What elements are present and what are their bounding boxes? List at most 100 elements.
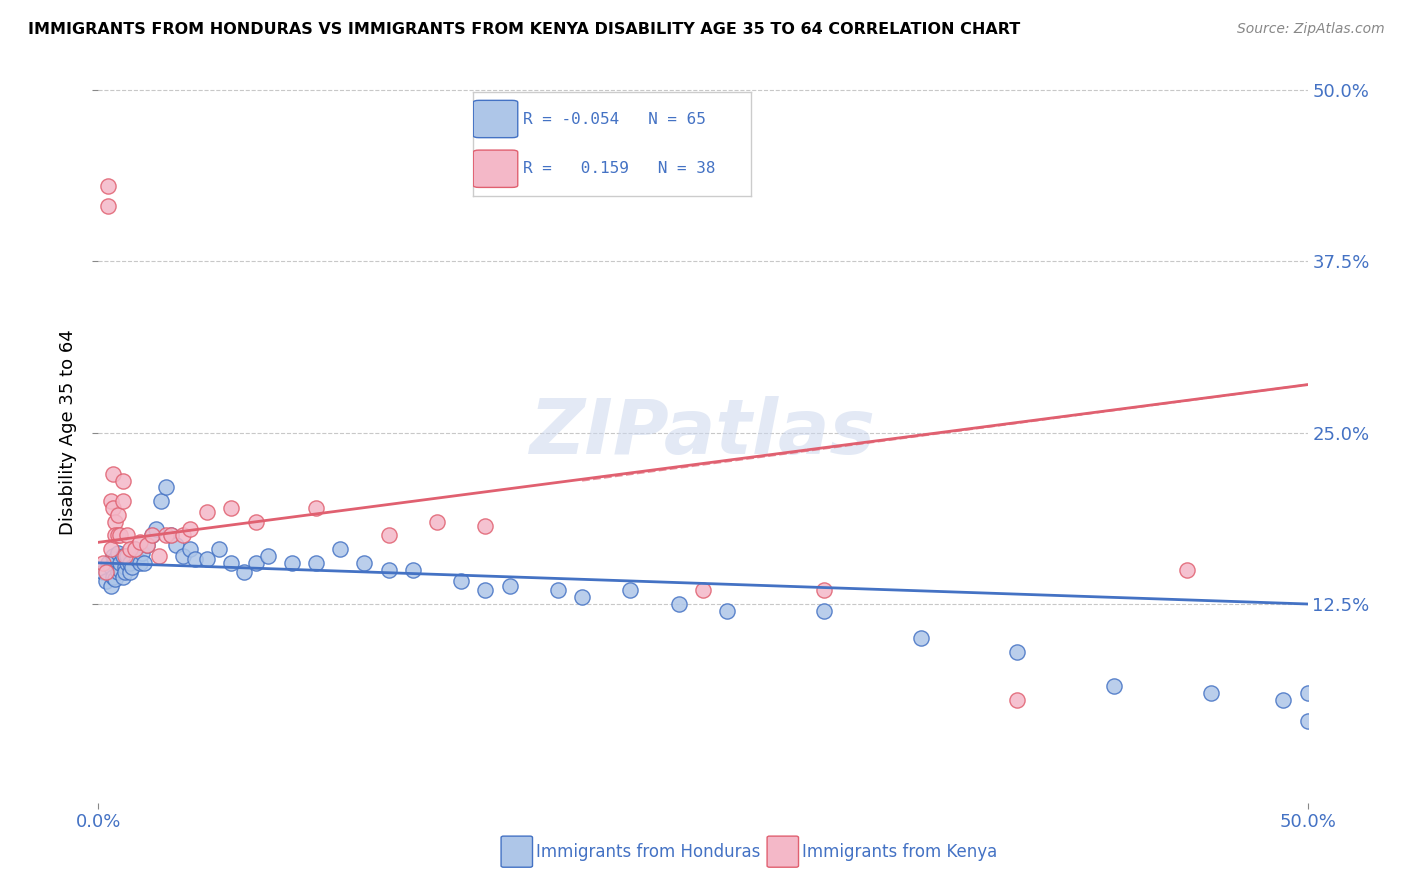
Point (692, 583, 714, 598)
Point (145, 522, 167, 536)
Point (91, 566, 114, 580)
Point (97, 199, 120, 213)
Point (128, 535, 150, 549)
Point (160, 528, 183, 542)
Point (117, 549, 139, 563)
Point (91, 556, 114, 570)
Point (108, 563, 131, 577)
Point (179, 522, 201, 536)
Point (100, 494, 122, 508)
Point (111, 549, 134, 563)
FancyBboxPatch shape (768, 836, 799, 867)
Point (281, 556, 304, 570)
Point (100, 579, 122, 593)
Point (141, 528, 163, 542)
Point (256, 549, 278, 563)
Point (329, 542, 352, 557)
Point (184, 551, 207, 566)
Point (353, 556, 375, 570)
Point (100, 560, 122, 574)
Point (141, 528, 163, 542)
Point (111, 474, 134, 488)
Point (114, 560, 136, 574)
Point (131, 546, 153, 560)
Point (813, 604, 835, 618)
Point (450, 574, 472, 588)
Point (97, 556, 120, 570)
Point (498, 579, 520, 593)
Point (117, 528, 139, 542)
Point (104, 551, 127, 566)
Point (100, 542, 122, 557)
Point (305, 556, 328, 570)
Point (107, 528, 129, 542)
Point (114, 566, 136, 580)
Point (221, 501, 243, 516)
Point (208, 542, 231, 557)
Point (1296, 686, 1319, 700)
Point (1296, 714, 1319, 728)
Point (135, 538, 157, 552)
Point (94, 574, 117, 588)
Point (221, 556, 243, 570)
FancyBboxPatch shape (501, 836, 533, 867)
Point (127, 551, 149, 566)
Point (104, 572, 127, 586)
Point (114, 549, 136, 563)
Point (426, 515, 449, 529)
Point (474, 519, 496, 533)
Point (910, 632, 932, 646)
Point (668, 597, 690, 611)
Point (619, 583, 641, 598)
Point (195, 551, 218, 566)
Point (101, 549, 124, 563)
Point (1007, 645, 1029, 659)
Point (155, 528, 177, 542)
Point (160, 528, 183, 542)
Point (101, 569, 124, 583)
Point (94, 566, 117, 580)
Point (172, 549, 194, 563)
Point (232, 566, 254, 580)
Point (1175, 563, 1198, 577)
Point (97, 178, 120, 193)
Point (124, 542, 146, 557)
Y-axis label: Disability Age 35 to 64: Disability Age 35 to 64 (59, 330, 77, 535)
Point (150, 494, 173, 508)
Point (547, 583, 569, 598)
Point (111, 569, 134, 583)
Point (107, 546, 129, 560)
Text: IMMIGRANTS FROM HONDURAS VS IMMIGRANTS FROM KENYA DISABILITY AGE 35 TO 64 CORREL: IMMIGRANTS FROM HONDURAS VS IMMIGRANTS F… (28, 22, 1021, 37)
Point (118, 566, 141, 580)
Point (117, 556, 139, 570)
Point (108, 556, 131, 570)
Point (377, 563, 399, 577)
Point (111, 494, 134, 508)
Point (245, 556, 267, 570)
Point (104, 515, 127, 529)
Point (124, 542, 146, 557)
Point (128, 556, 150, 570)
Point (305, 501, 328, 516)
Point (107, 508, 129, 522)
Text: Immigrants from Honduras: Immigrants from Honduras (536, 843, 761, 861)
Point (377, 528, 399, 542)
Point (107, 566, 129, 580)
Point (402, 563, 425, 577)
Point (571, 590, 593, 604)
Point (101, 501, 124, 516)
Point (813, 583, 835, 598)
Point (118, 542, 141, 557)
Point (1199, 686, 1222, 700)
Point (148, 549, 170, 563)
Point (716, 604, 738, 618)
Point (135, 538, 157, 552)
Point (195, 505, 218, 519)
Point (179, 542, 201, 557)
Point (104, 528, 127, 542)
Point (108, 528, 131, 542)
Point (121, 560, 143, 574)
Point (1007, 693, 1029, 707)
Point (101, 467, 124, 481)
Point (134, 556, 156, 570)
